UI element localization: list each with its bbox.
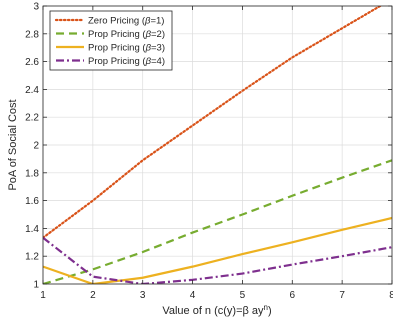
- x-axis-label: Value of n (c(y)=β ayn): [162, 303, 271, 317]
- y-tick-label: 1.6: [25, 196, 39, 207]
- series-lines: [43, 6, 392, 284]
- y-tick-label: 2.2: [25, 113, 39, 124]
- series-line-2: [43, 159, 392, 284]
- legend-label-4: Prop Pricing (β=4): [88, 56, 165, 67]
- y-axis-label: PoA of Social Cost: [7, 99, 19, 190]
- x-axis-label-close: ): [268, 305, 272, 317]
- y-tick-label: 1.2: [25, 252, 39, 263]
- series-line-4: [43, 236, 392, 284]
- x-axis-label-sup: n: [264, 303, 268, 312]
- y-tick-label: 1: [33, 280, 39, 291]
- x-tick-label: 6: [290, 290, 296, 301]
- x-tick-label: 4: [190, 290, 196, 301]
- x-tick-label: 5: [240, 290, 246, 301]
- x-axis-label-main: Value of n (c(y)=β ay: [162, 305, 264, 317]
- legend-label-2: Prop Pricing (β=2): [88, 29, 165, 40]
- legend-label-3: Prop Pricing (β=3): [88, 43, 165, 54]
- x-tick-label: 2: [90, 290, 96, 301]
- y-tick-label: 2.4: [25, 85, 39, 96]
- y-tick-label: 3: [33, 2, 39, 13]
- series-line-1: [43, 6, 383, 239]
- y-tick-label: 1.8: [25, 168, 39, 179]
- series-line-3: [43, 216, 392, 284]
- x-tick-label: 8: [389, 290, 393, 301]
- legend-label-1: Zero Pricing (β=1): [88, 16, 164, 27]
- y-tick-label: 2.8: [25, 29, 39, 40]
- x-tick-label: 3: [140, 290, 146, 301]
- x-tick-label: 7: [339, 290, 345, 301]
- ticks: [42, 5, 393, 285]
- y-tick-label: 2: [33, 141, 39, 152]
- legend: Zero Pricing (β=1) Prop Pricing (β=2) Prop…: [49, 10, 173, 71]
- tick-labels: 1 2 3 4 5 6 7 8 1 1.2 1.4 1.6 1.8 2 2.2 2.4 2.6 2.8 3: [25, 2, 393, 302]
- legend-box: [49, 10, 173, 71]
- x-tick-label: 1: [40, 290, 46, 301]
- y-tick-label: 2.6: [25, 57, 39, 68]
- y-tick-label: 1.4: [25, 224, 39, 235]
